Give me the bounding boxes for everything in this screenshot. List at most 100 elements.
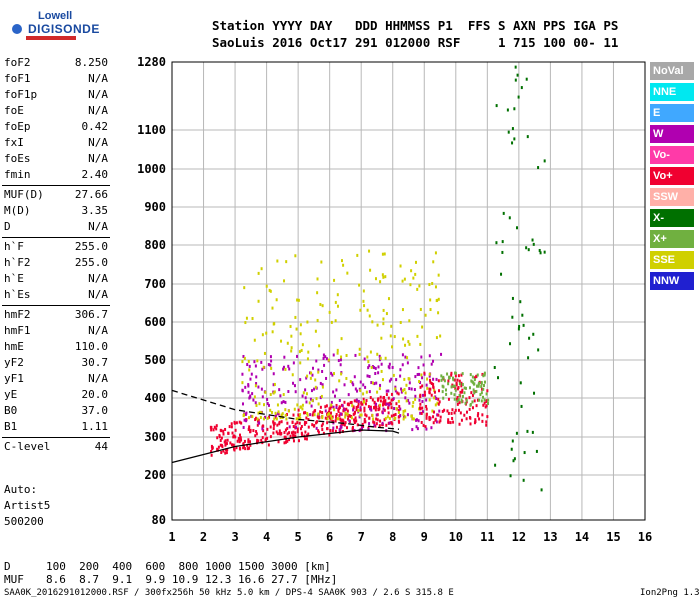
echo-point — [269, 425, 272, 429]
echo-point — [305, 376, 308, 380]
echo-point — [387, 403, 390, 407]
echo-point — [450, 411, 453, 415]
echo-point — [385, 402, 388, 406]
echo-point — [388, 416, 391, 420]
echo-point — [338, 399, 341, 403]
echo-point — [250, 372, 253, 376]
echo-point — [543, 159, 546, 163]
echo-point — [242, 354, 245, 358]
echo-point — [441, 376, 444, 380]
echo-point — [370, 366, 373, 370]
echo-point — [474, 420, 477, 424]
logo-line1: Lowell — [38, 10, 73, 22]
echo-point — [437, 273, 440, 277]
param-value: 110.0 — [74, 340, 108, 353]
echo-point — [378, 387, 381, 391]
echo-point — [378, 424, 381, 428]
echo-point — [266, 427, 269, 431]
x-tick-label: 9 — [421, 530, 428, 544]
echo-point — [283, 279, 286, 283]
echo-point — [419, 394, 422, 398]
echo-point — [453, 397, 456, 401]
echo-point — [471, 375, 474, 379]
echo-point — [251, 415, 254, 419]
echo-point — [314, 378, 317, 382]
param-label: foF2 — [4, 56, 31, 69]
echo-point — [494, 463, 497, 467]
echo-point — [502, 211, 505, 215]
echo-point — [446, 409, 449, 413]
echo-point — [301, 403, 304, 407]
echo-point — [423, 393, 426, 397]
echo-point — [421, 325, 424, 329]
echo-point — [317, 370, 320, 374]
echo-point — [404, 391, 407, 395]
echo-point — [284, 367, 287, 371]
echo-point — [344, 421, 347, 425]
echo-point — [402, 409, 405, 413]
echo-point — [477, 384, 480, 388]
echo-point — [390, 398, 393, 402]
echo-point — [216, 447, 219, 451]
echo-point — [249, 430, 252, 434]
echo-point — [322, 353, 325, 357]
param-value: N/A — [88, 372, 108, 385]
echo-point — [321, 385, 324, 389]
echo-point — [333, 278, 336, 282]
echo-point — [306, 357, 309, 361]
echo-point — [425, 383, 428, 387]
echo-point — [247, 359, 250, 363]
echo-point — [301, 407, 304, 411]
echo-point — [451, 408, 454, 412]
echo-point — [453, 411, 456, 415]
echo-point — [267, 363, 270, 367]
legend-item: NNW — [650, 272, 694, 290]
echo-point — [415, 425, 418, 429]
echo-point — [293, 384, 296, 388]
echo-point — [477, 412, 480, 416]
y-tick-label: 400 — [144, 391, 166, 405]
echo-point — [366, 355, 369, 359]
echo-point — [306, 413, 309, 417]
echo-point — [249, 440, 252, 444]
echo-point — [344, 415, 347, 419]
echo-point — [298, 350, 301, 354]
echo-point — [381, 411, 384, 415]
echo-point — [294, 315, 297, 319]
echo-point — [408, 401, 411, 405]
echo-point — [352, 405, 355, 409]
echo-point — [284, 413, 287, 417]
param-row: foF1 N/A — [2, 72, 110, 88]
echo-point — [329, 416, 332, 420]
echo-point — [473, 391, 476, 395]
trace-line — [171, 429, 400, 464]
echo-point — [227, 431, 230, 435]
echo-point — [218, 435, 221, 439]
echo-point — [424, 425, 427, 429]
echo-point — [380, 369, 383, 373]
echo-point — [463, 391, 466, 395]
param-row: MUF(D) 27.66 — [2, 188, 110, 204]
param-label: MUF(D) — [4, 188, 44, 201]
echo-point — [517, 327, 520, 331]
echo-point — [483, 398, 486, 402]
echo-point — [271, 330, 274, 334]
echo-point — [363, 304, 366, 308]
echo-point — [408, 381, 411, 385]
echo-point — [321, 383, 324, 387]
echo-point — [399, 320, 402, 324]
echo-point — [375, 417, 378, 421]
echo-point — [481, 419, 484, 423]
echo-point — [509, 342, 512, 346]
echo-point — [301, 343, 304, 347]
echo-point — [480, 385, 483, 389]
trace-line — [171, 389, 400, 430]
echo-point — [382, 322, 385, 326]
echo-point — [241, 388, 244, 392]
echo-point — [425, 414, 428, 418]
echo-point — [368, 422, 371, 426]
echo-point — [282, 367, 285, 371]
echo-point — [311, 366, 314, 370]
echo-point — [362, 392, 365, 396]
echo-point — [435, 336, 438, 340]
